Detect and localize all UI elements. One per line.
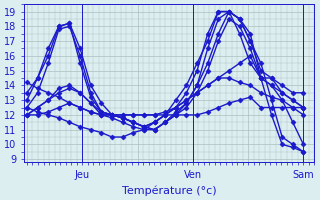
X-axis label: Température (°c): Température (°c) bbox=[122, 185, 217, 196]
